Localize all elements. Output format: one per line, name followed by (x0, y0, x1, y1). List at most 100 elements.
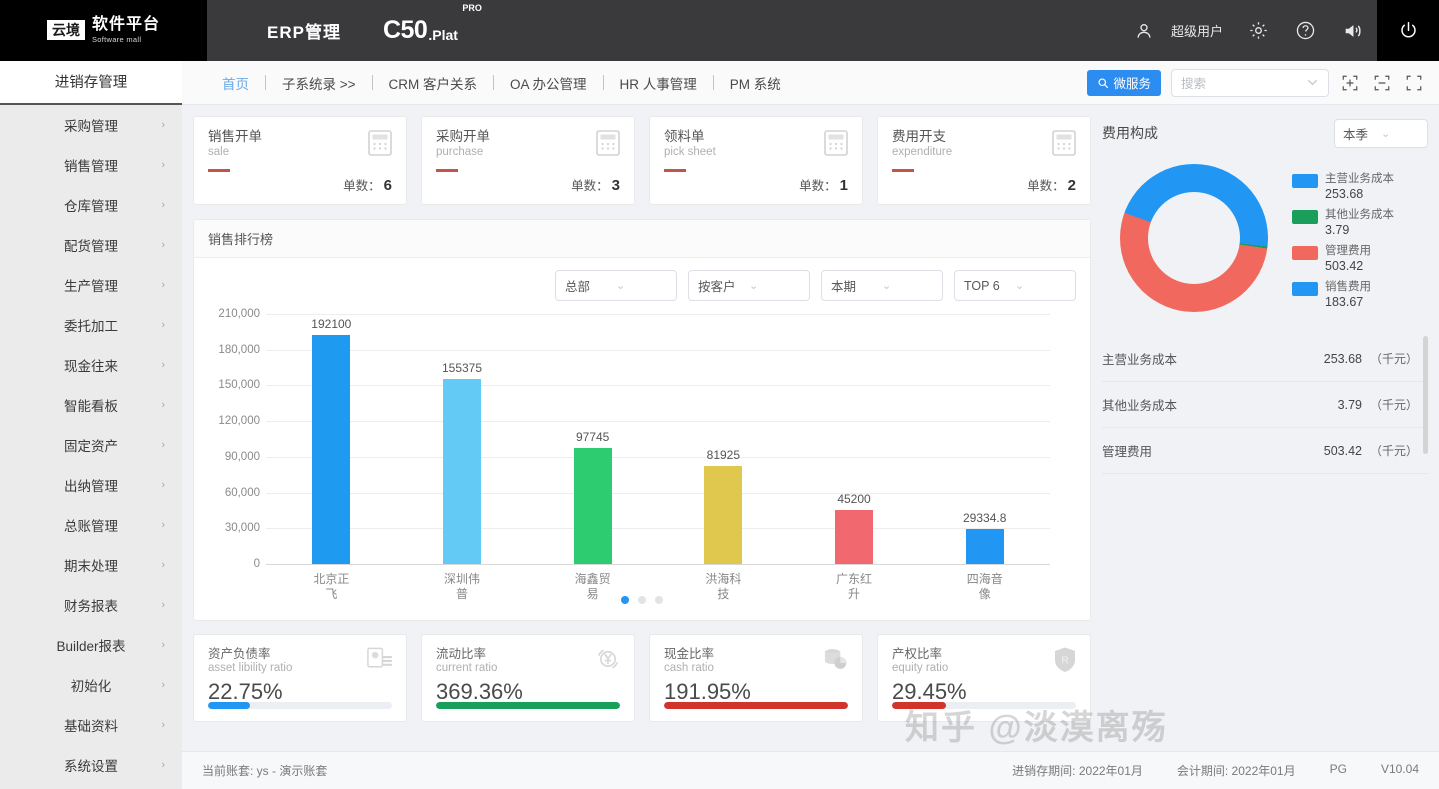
expense-name: 其他业务成本 (1102, 399, 1178, 413)
chart-bar-cell[interactable]: 29334.8 (919, 314, 1050, 564)
chevron-right-icon: › (161, 479, 165, 491)
carousel-dots[interactable] (194, 596, 1090, 604)
chart-gridline (266, 349, 1050, 351)
chart-bar-cell[interactable]: 155375 (397, 314, 528, 564)
filter-dimension-select[interactable]: 按客户 ⌄ (688, 270, 810, 301)
chart-bar[interactable] (965, 529, 1004, 564)
chart-bar-cell[interactable]: 97745 (527, 314, 658, 564)
ratio-value: 369.36% (436, 679, 523, 704)
chart-bar-cell[interactable]: 45200 (789, 314, 920, 564)
sidebar-item-label: 基础资料 (64, 719, 118, 734)
ratio-title-cn: 流动比率 (436, 647, 487, 661)
sidebar-item-chuna[interactable]: 出纳管理 › (0, 465, 182, 505)
tab-separator (371, 75, 373, 90)
ratio-title-en: equity ratio (892, 662, 949, 674)
filter-org-select[interactable]: 总部 ⌄ (555, 270, 677, 301)
list-item[interactable]: 主营业务成本 253.68 （千元） (1102, 336, 1428, 382)
sidebar-item-weituojiagong[interactable]: 委托加工 › (0, 305, 182, 345)
collapse-minus-icon[interactable] (1371, 72, 1393, 94)
legend-name: 销售费用 (1325, 281, 1371, 293)
sidebar-item-peihuo[interactable]: 配货管理 › (0, 225, 182, 265)
sidebar-item-qimochuli[interactable]: 期末处理 › (0, 545, 182, 585)
list-scrollbar[interactable] (1423, 336, 1428, 454)
kpi-count-value: 1 (839, 177, 848, 194)
expense-period-select[interactable]: 本季 ⌄ (1334, 118, 1428, 148)
microservice-button[interactable]: 微服务 (1087, 69, 1161, 96)
sidebar-item-builder[interactable]: Builder报表 › (0, 625, 182, 665)
kpi-card-picksheet[interactable]: 领料单 pick sheet 单数： 1 (649, 116, 863, 205)
module-title[interactable]: 进销存管理 (0, 60, 182, 105)
user-name[interactable]: 超级用户 (1170, 24, 1223, 39)
power-icon[interactable] (1377, 0, 1439, 61)
expense-list[interactable]: 主营业务成本 253.68 （千元） 其他业务成本 3.79 （千元） 管理费用… (1102, 336, 1428, 474)
carousel-dot-3[interactable] (655, 596, 663, 604)
expand-plus-icon[interactable] (1339, 72, 1361, 94)
brand-logo[interactable]: 云境 软件平台 Software mall (0, 0, 207, 61)
chart-bar-cell[interactable]: 192100 (266, 314, 397, 564)
sidebar-item-xianjinwanglai[interactable]: 现金往来 › (0, 345, 182, 385)
chart-bar[interactable] (312, 335, 351, 564)
chart-bar[interactable] (704, 466, 743, 564)
tab-home[interactable]: 首页 (222, 76, 249, 92)
product-pro-badge: PRO (462, 3, 482, 13)
calculator-icon (595, 129, 621, 157)
sidebar-item-xitongshezhi[interactable]: 系统设置 › (0, 745, 182, 785)
kpi-card-purchase[interactable]: 采购开单 purchase 单数： 3 (421, 116, 635, 205)
list-item[interactable]: 管理费用 503.42 （千元） (1102, 428, 1428, 474)
sidebar-item-chushihua[interactable]: 初始化 › (0, 665, 182, 705)
sidebar-item-xiaoshou[interactable]: 销售管理 › (0, 145, 182, 185)
ratio-progress-fill (664, 702, 848, 709)
fullscreen-icon[interactable] (1403, 72, 1425, 94)
volume-icon[interactable] (1329, 0, 1377, 61)
list-item[interactable]: 其他业务成本 3.79 （千元） (1102, 382, 1428, 428)
chevron-down-icon: ⌄ (1015, 280, 1025, 292)
sidebar-item-shengchan[interactable]: 生产管理 › (0, 265, 182, 305)
sidebar-item-caigou[interactable]: 采购管理 › (0, 105, 182, 145)
kpi-card-expenditure[interactable]: 费用开支 expenditure 单数： 2 (877, 116, 1091, 205)
tab-crm[interactable]: CRM 客户关系 (388, 76, 478, 92)
filter-top-select[interactable]: TOP 6 ⌄ (954, 270, 1076, 301)
y-axis-tick-label: 180,000 (218, 343, 260, 356)
help-circle-icon[interactable] (1282, 0, 1329, 61)
chart-bar-cell[interactable]: 81925 (658, 314, 789, 564)
legend-swatch (1292, 282, 1318, 296)
current-account-set: 当前账套: ys - 演示账套 (202, 764, 328, 778)
ratio-card-equity[interactable]: 产权比率 equity ratio 29.45% R (877, 634, 1091, 722)
tab-subsystem[interactable]: 子系统录 >> (282, 76, 356, 92)
x-axis-tick-label: 广东红升 (836, 572, 873, 601)
search-input[interactable]: 搜索 (1171, 68, 1329, 97)
kpi-count-value: 3 (611, 177, 620, 194)
ratio-progress-fill (208, 702, 250, 709)
sidebar-item-label: 委托加工 (64, 319, 118, 334)
filter-period-select[interactable]: 本期 ⌄ (821, 270, 943, 301)
chart-bar[interactable] (443, 379, 481, 564)
sidebar-item-gudingzichan[interactable]: 固定资产 › (0, 425, 182, 465)
gear-icon[interactable] (1235, 0, 1282, 61)
kpi-title-en: pick sheet (664, 146, 716, 158)
user-icon[interactable] (1121, 0, 1167, 61)
chevron-down-icon: ⌄ (616, 280, 626, 292)
ratio-card-current[interactable]: 流动比率 current ratio 369.36% (421, 634, 635, 722)
sidebar-item-zongzhang[interactable]: 总账管理 › (0, 505, 182, 545)
sidebar-item-caiwubaobiao[interactable]: 财务报表 › (0, 585, 182, 625)
chart-bar[interactable] (835, 510, 874, 564)
sidebar[interactable]: 采购管理 › 销售管理 › 仓库管理 › 配货管理 › 生产管理 › 委托加工 … (0, 105, 182, 789)
nav-tabs: 首页 子系统录 >> CRM 客户关系 OA 办公管理 HR 人事管理 PM 系… (206, 73, 797, 93)
tab-oa[interactable]: OA 办公管理 (510, 76, 587, 92)
chevron-down-icon: ⌄ (1381, 127, 1391, 140)
carousel-dot-2[interactable] (638, 596, 646, 604)
shield-r-icon: R (1053, 646, 1077, 673)
carousel-dot-1[interactable] (621, 596, 629, 604)
kpi-card-sale[interactable]: 销售开单 sale 单数： 6 (193, 116, 407, 205)
ratio-card-asset-liability[interactable]: 资产负债率 asset libility ratio 22.75% (193, 634, 407, 722)
chart-bar[interactable] (573, 447, 612, 564)
sidebar-item-cangku[interactable]: 仓库管理 › (0, 185, 182, 225)
tab-hr[interactable]: HR 人事管理 (619, 76, 697, 92)
sidebar-item-jichuziliao[interactable]: 基础资料 › (0, 705, 182, 745)
chart-gridline (266, 456, 1050, 458)
sidebar-item-zhinengkanban[interactable]: 智能看板 › (0, 385, 182, 425)
ratio-progress-fill (436, 702, 620, 709)
tab-pm[interactable]: PM 系统 (729, 76, 781, 92)
ratio-card-cash[interactable]: 现金比率 cash ratio 191.95% (649, 634, 863, 722)
accounting-period: 会计期间: 2022年01月 (1176, 764, 1296, 778)
